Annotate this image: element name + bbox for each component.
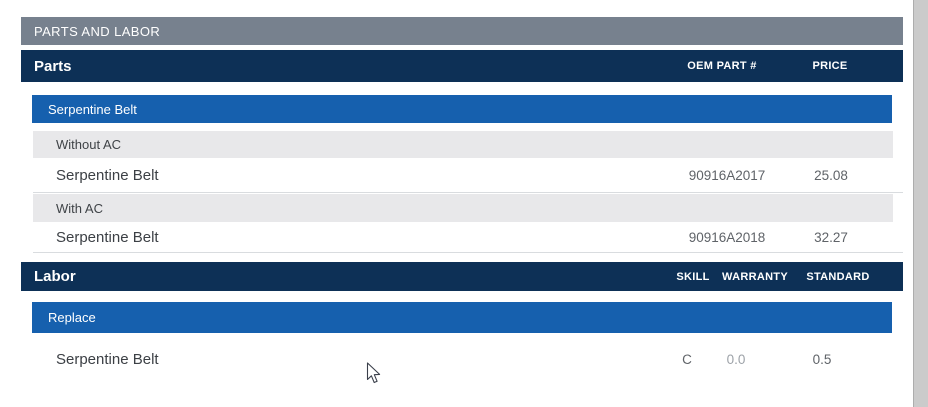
parts-section-header: Parts OEM PART # PRICE	[21, 50, 903, 82]
subgroup-label: Without AC	[56, 137, 122, 152]
part-price: 25.08	[814, 167, 848, 183]
column-header-standard: STANDARD	[806, 270, 870, 283]
labor-operation-name: Serpentine Belt	[56, 350, 159, 368]
labor-warranty-value: 0.0	[726, 351, 746, 367]
column-header-oem-part: OEM PART #	[687, 60, 757, 72]
part-oem-number: 90916A2018	[688, 229, 766, 245]
labor-group-bar-replace[interactable]: Replace	[32, 302, 892, 333]
part-name: Serpentine Belt	[56, 228, 159, 246]
subgroup-row-without-ac: Without AC	[33, 131, 893, 158]
column-header-price: PRICE	[812, 60, 848, 72]
labor-section-header: Labor SKILL WARRANTY STANDARD	[21, 262, 903, 291]
mouse-cursor-icon	[366, 362, 381, 384]
part-row[interactable]: Serpentine Belt 90916A2017 25.08	[33, 158, 903, 193]
part-row[interactable]: Serpentine Belt 90916A2018 32.27	[33, 222, 903, 253]
subgroup-label: With AC	[56, 200, 103, 216]
parts-and-labor-title-bar: PARTS AND LABOR	[21, 17, 903, 45]
parts-group-bar-serpentine-belt[interactable]: Serpentine Belt	[32, 95, 892, 123]
labor-group-label: Replace	[48, 310, 96, 325]
labor-standard-value: 0.5	[812, 351, 832, 367]
part-price: 32.27	[814, 229, 848, 245]
column-header-warranty: WARRANTY	[722, 270, 788, 283]
vertical-scrollbar[interactable]	[913, 0, 928, 407]
parts-group-label: Serpentine Belt	[48, 101, 137, 117]
parts-section-label: Parts	[34, 57, 72, 75]
page-title: PARTS AND LABOR	[34, 23, 161, 39]
part-name: Serpentine Belt	[56, 166, 159, 184]
labor-skill-value: C	[682, 351, 692, 367]
labor-section-label: Labor	[34, 268, 76, 285]
column-header-skill: SKILL	[676, 270, 710, 283]
part-oem-number: 90916A2017	[688, 167, 766, 183]
subgroup-row-with-ac: With AC	[33, 194, 893, 222]
labor-row[interactable]: Serpentine Belt C 0.0 0.5	[33, 344, 903, 374]
